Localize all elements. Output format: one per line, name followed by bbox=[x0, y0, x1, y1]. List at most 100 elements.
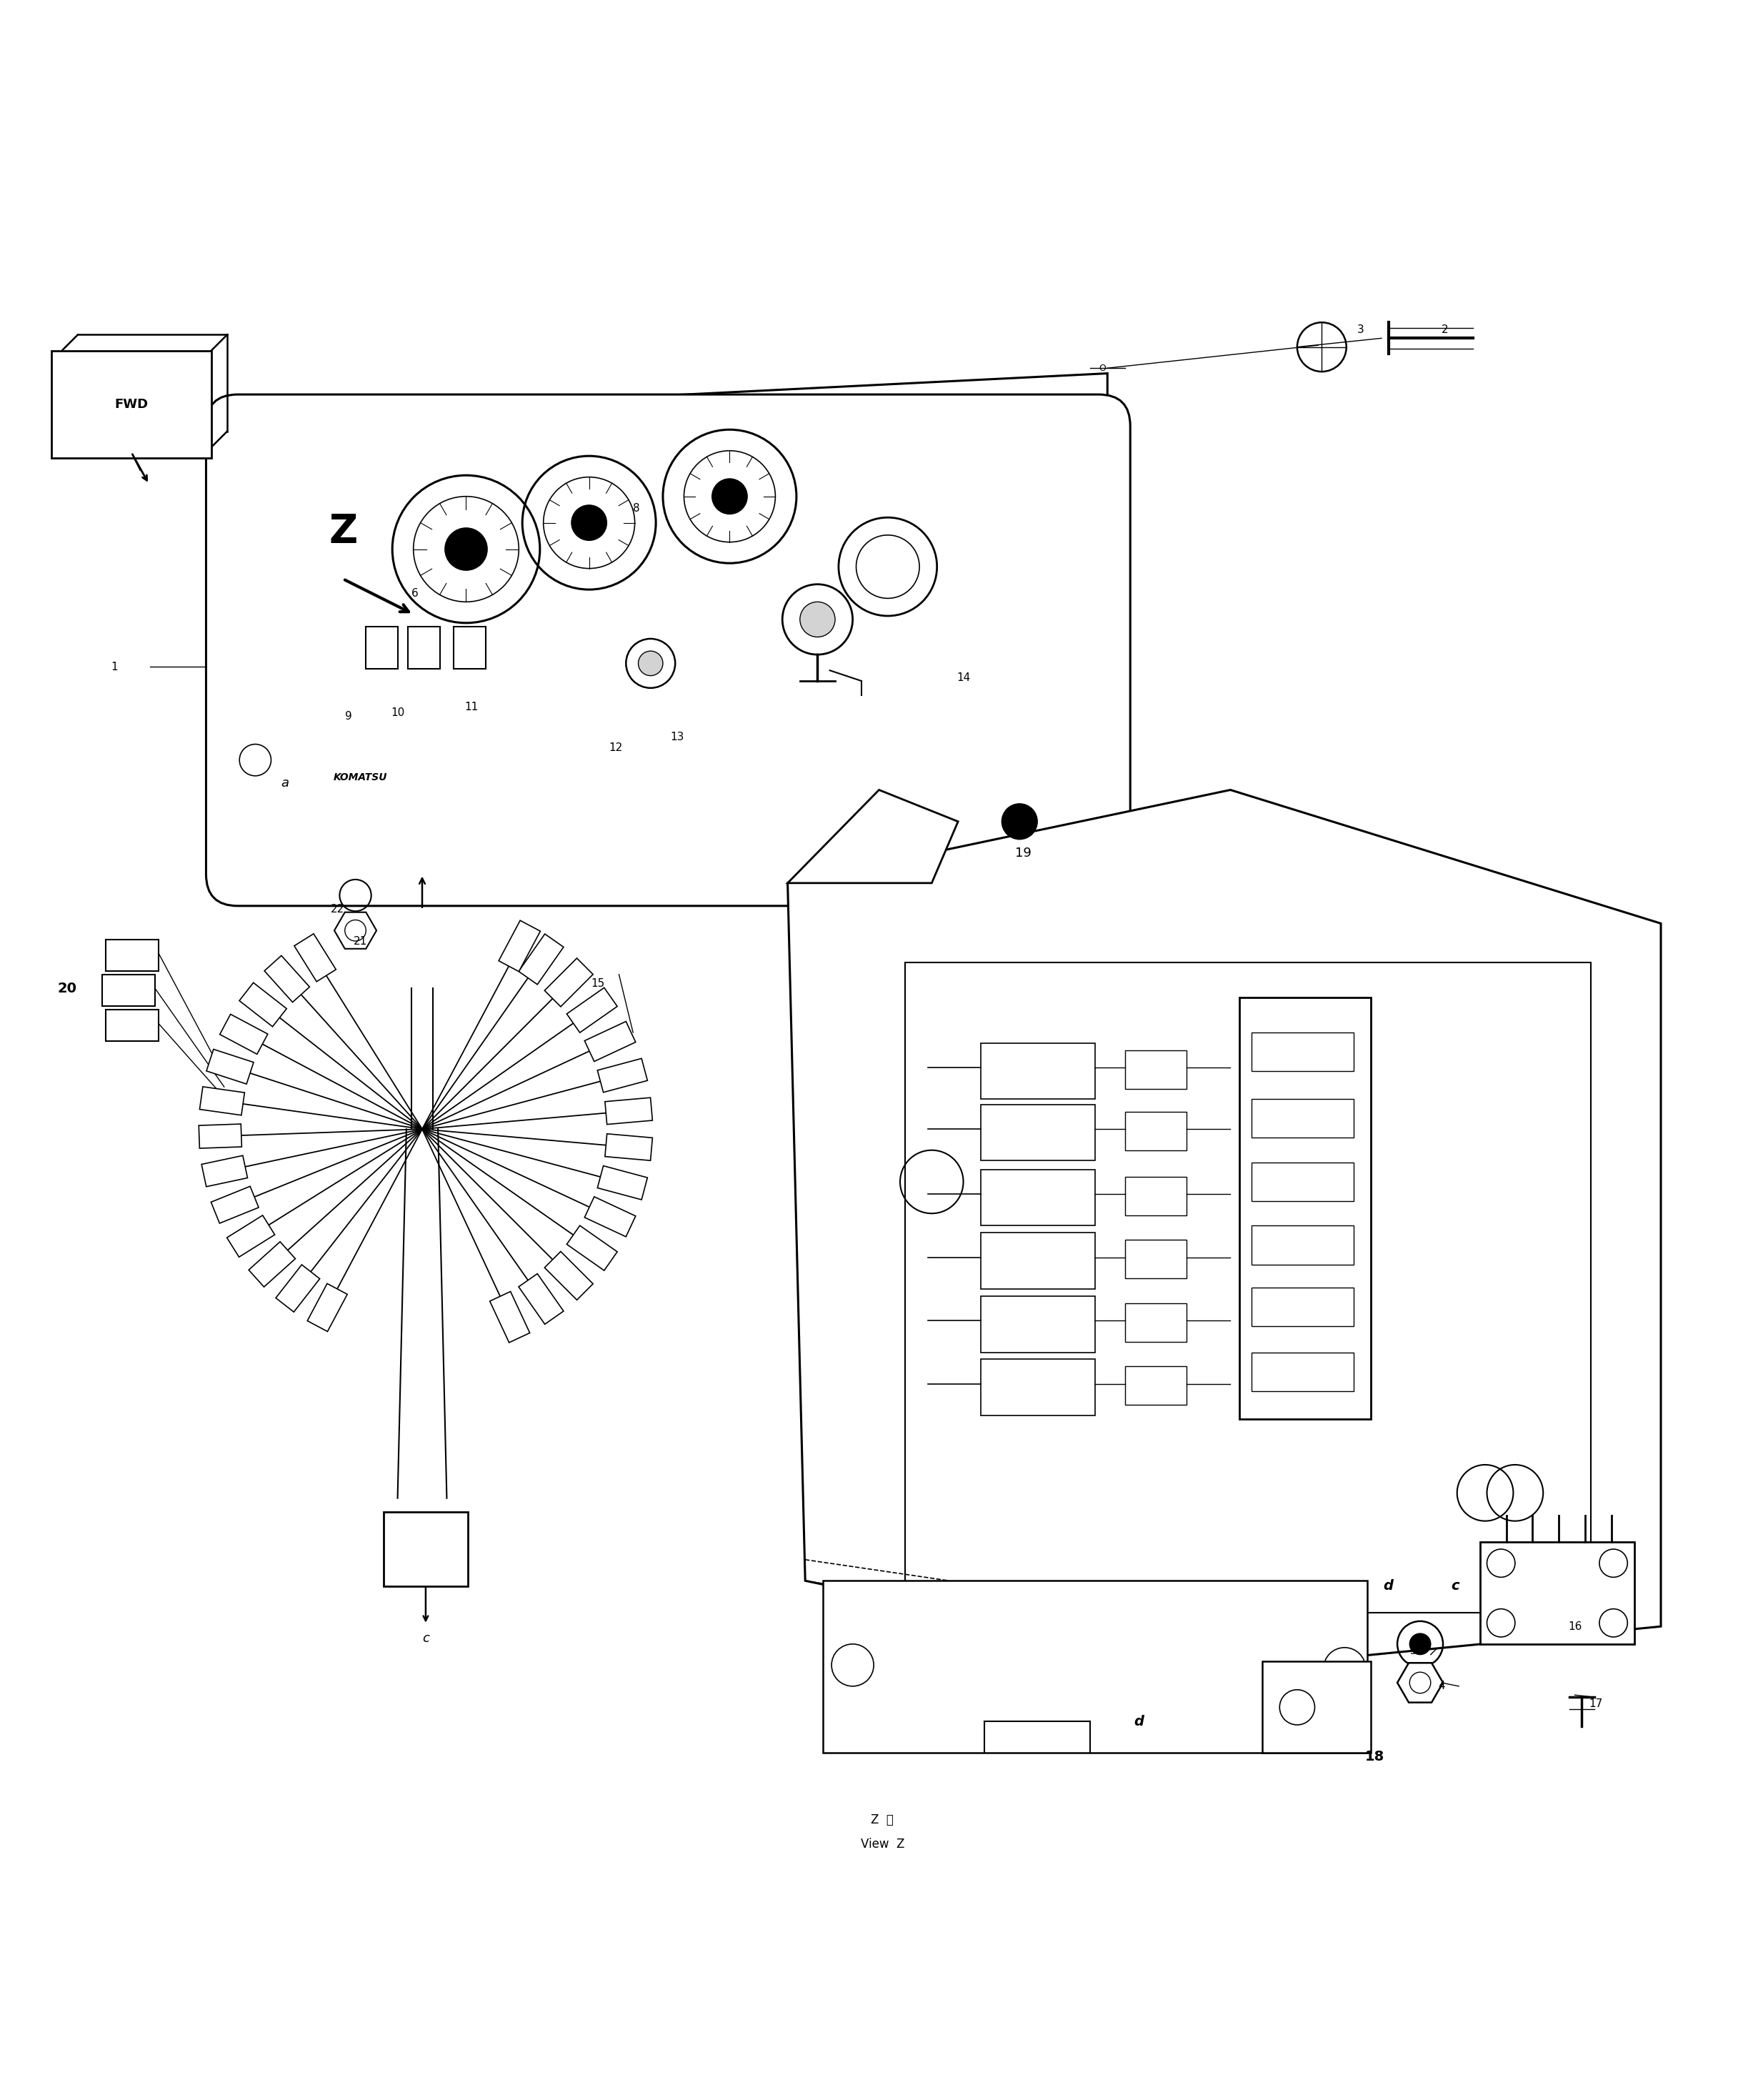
Text: 22: 22 bbox=[331, 903, 345, 916]
Bar bbox=[1125, 1367, 1187, 1405]
Text: 15: 15 bbox=[591, 979, 605, 989]
Polygon shape bbox=[545, 1252, 592, 1300]
Polygon shape bbox=[199, 1124, 241, 1149]
Text: 5: 5 bbox=[1410, 1646, 1417, 1657]
Polygon shape bbox=[206, 1050, 253, 1084]
Bar bbox=[383, 1512, 468, 1586]
Bar bbox=[1252, 1352, 1354, 1390]
Bar bbox=[366, 626, 397, 668]
Polygon shape bbox=[211, 1186, 258, 1224]
FancyBboxPatch shape bbox=[51, 351, 211, 458]
Text: d: d bbox=[1384, 1579, 1394, 1592]
Text: 16: 16 bbox=[1568, 1621, 1582, 1632]
Text: 19: 19 bbox=[1014, 846, 1032, 859]
Bar bbox=[1252, 1163, 1354, 1201]
Bar bbox=[1262, 1661, 1371, 1754]
Polygon shape bbox=[788, 790, 958, 882]
Polygon shape bbox=[566, 987, 617, 1033]
Polygon shape bbox=[334, 911, 376, 949]
Text: c: c bbox=[422, 1632, 429, 1644]
Text: 17: 17 bbox=[1589, 1699, 1603, 1709]
Polygon shape bbox=[598, 1058, 647, 1092]
Polygon shape bbox=[239, 983, 287, 1027]
FancyBboxPatch shape bbox=[206, 395, 1130, 905]
Text: 18: 18 bbox=[1364, 1749, 1384, 1764]
Polygon shape bbox=[227, 1216, 274, 1258]
Text: 3: 3 bbox=[1357, 323, 1364, 334]
Text: Z: Z bbox=[329, 512, 357, 550]
Bar bbox=[1125, 1239, 1187, 1279]
Text: 9: 9 bbox=[345, 710, 352, 722]
Bar bbox=[1252, 1033, 1354, 1071]
Text: 8: 8 bbox=[633, 504, 640, 514]
Polygon shape bbox=[598, 1166, 647, 1199]
Polygon shape bbox=[788, 790, 1661, 1670]
Bar bbox=[1125, 1050, 1187, 1088]
Bar bbox=[981, 1296, 1095, 1352]
Bar bbox=[1252, 1098, 1354, 1138]
Text: a: a bbox=[281, 777, 288, 790]
Text: 14: 14 bbox=[956, 672, 970, 682]
Polygon shape bbox=[200, 1086, 244, 1115]
Text: d: d bbox=[1134, 1714, 1144, 1728]
Bar bbox=[981, 1044, 1095, 1098]
Circle shape bbox=[571, 506, 607, 540]
Polygon shape bbox=[220, 1014, 267, 1054]
Bar bbox=[1239, 997, 1371, 1420]
Text: 21: 21 bbox=[353, 937, 367, 947]
Circle shape bbox=[1410, 1634, 1431, 1655]
Polygon shape bbox=[264, 956, 309, 1002]
Polygon shape bbox=[248, 1241, 295, 1287]
Text: FWD: FWD bbox=[114, 397, 148, 412]
Polygon shape bbox=[499, 920, 540, 972]
Text: c: c bbox=[1450, 1579, 1459, 1592]
Bar bbox=[1480, 1541, 1635, 1644]
Circle shape bbox=[712, 479, 747, 514]
Polygon shape bbox=[605, 1134, 652, 1161]
Bar bbox=[1125, 1111, 1187, 1151]
Bar bbox=[1252, 1287, 1354, 1325]
Text: Z  視: Z 視 bbox=[872, 1812, 893, 1827]
Polygon shape bbox=[1398, 1663, 1443, 1703]
Bar bbox=[1125, 1304, 1187, 1342]
Polygon shape bbox=[202, 1155, 248, 1186]
Text: 6: 6 bbox=[411, 588, 418, 598]
Bar bbox=[102, 974, 155, 1006]
Bar bbox=[1252, 1226, 1354, 1264]
Polygon shape bbox=[519, 934, 564, 985]
Polygon shape bbox=[308, 1283, 348, 1331]
Bar bbox=[105, 1010, 158, 1042]
Circle shape bbox=[1002, 804, 1037, 840]
Text: 4: 4 bbox=[1438, 1680, 1445, 1693]
Text: 1: 1 bbox=[111, 662, 118, 672]
Text: 20: 20 bbox=[58, 981, 77, 995]
Polygon shape bbox=[229, 374, 1108, 882]
Bar bbox=[454, 626, 485, 668]
Polygon shape bbox=[276, 1264, 320, 1312]
Bar bbox=[981, 1359, 1095, 1415]
Bar bbox=[1125, 1176, 1187, 1216]
Polygon shape bbox=[605, 1098, 652, 1124]
Bar bbox=[981, 1170, 1095, 1226]
Circle shape bbox=[800, 603, 835, 636]
Bar bbox=[981, 1233, 1095, 1289]
Circle shape bbox=[638, 651, 663, 676]
Bar bbox=[981, 1105, 1095, 1161]
Bar bbox=[408, 626, 440, 668]
Text: View  Z: View Z bbox=[861, 1838, 904, 1850]
Text: 13: 13 bbox=[670, 731, 684, 743]
Polygon shape bbox=[585, 1197, 636, 1237]
Polygon shape bbox=[566, 1226, 617, 1270]
Text: 11: 11 bbox=[464, 701, 478, 712]
Text: KOMATSU: KOMATSU bbox=[334, 773, 389, 783]
Text: 2: 2 bbox=[1442, 323, 1449, 334]
Polygon shape bbox=[545, 958, 592, 1006]
Text: 7: 7 bbox=[475, 556, 482, 567]
Polygon shape bbox=[490, 1291, 529, 1342]
Circle shape bbox=[445, 527, 487, 571]
Polygon shape bbox=[519, 1275, 564, 1325]
Bar bbox=[823, 1581, 1368, 1754]
Text: 10: 10 bbox=[390, 708, 404, 718]
Polygon shape bbox=[585, 1021, 636, 1060]
Polygon shape bbox=[294, 934, 336, 981]
